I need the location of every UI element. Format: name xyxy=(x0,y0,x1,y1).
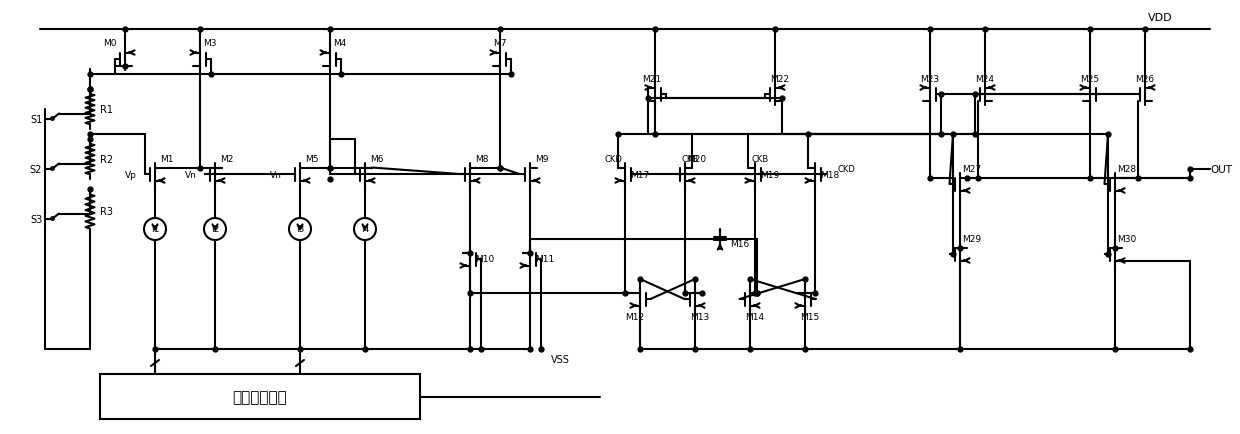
Text: M11: M11 xyxy=(536,255,554,264)
Text: M25: M25 xyxy=(1080,74,1100,83)
Text: M23: M23 xyxy=(920,74,940,83)
Text: M14: M14 xyxy=(745,313,765,322)
Text: CKB: CKB xyxy=(751,154,769,163)
Text: R3: R3 xyxy=(100,207,113,217)
Text: M2: M2 xyxy=(221,155,233,164)
Text: M22: M22 xyxy=(770,74,790,83)
Text: M21: M21 xyxy=(642,74,662,83)
Text: M0: M0 xyxy=(103,39,117,48)
Text: CKB: CKB xyxy=(681,154,698,163)
Text: OUT: OUT xyxy=(1210,164,1233,174)
Text: M12: M12 xyxy=(625,313,645,322)
Text: M6: M6 xyxy=(371,155,383,164)
Text: M5: M5 xyxy=(305,155,319,164)
Text: M8: M8 xyxy=(475,155,489,164)
Text: M19: M19 xyxy=(760,170,780,179)
Text: M3: M3 xyxy=(203,39,217,48)
Text: I4: I4 xyxy=(361,225,370,234)
Text: M13: M13 xyxy=(691,313,709,322)
Text: M18: M18 xyxy=(821,170,839,179)
Text: M28: M28 xyxy=(1117,165,1137,174)
Text: M20: M20 xyxy=(687,155,707,164)
Text: M24: M24 xyxy=(976,74,994,83)
Text: M27: M27 xyxy=(962,165,982,174)
Text: I1: I1 xyxy=(151,225,159,234)
Text: M1: M1 xyxy=(160,155,174,164)
Text: CKD: CKD xyxy=(604,154,622,163)
Text: VDD: VDD xyxy=(1148,13,1172,23)
Text: M9: M9 xyxy=(536,155,549,164)
Text: S2: S2 xyxy=(30,164,42,174)
Text: M17: M17 xyxy=(630,170,650,179)
Text: M30: M30 xyxy=(1117,235,1137,244)
Text: CKD: CKD xyxy=(837,165,854,174)
Text: M29: M29 xyxy=(962,235,982,244)
Text: M10: M10 xyxy=(475,255,495,264)
Text: Vn: Vn xyxy=(185,170,197,179)
Text: Vp: Vp xyxy=(125,170,136,179)
Text: M7: M7 xyxy=(494,39,507,48)
Text: S1: S1 xyxy=(30,115,42,125)
Text: M15: M15 xyxy=(800,313,820,322)
Text: S3: S3 xyxy=(30,214,42,224)
Text: Vn: Vn xyxy=(270,170,281,179)
Text: R1: R1 xyxy=(100,105,113,115)
Text: M16: M16 xyxy=(730,240,749,249)
Text: M4: M4 xyxy=(334,39,346,48)
Text: I3: I3 xyxy=(296,225,304,234)
Bar xyxy=(100,374,420,419)
Text: 数字控制逻辑: 数字控制逻辑 xyxy=(233,389,288,404)
Text: VSS: VSS xyxy=(551,354,569,364)
Text: I2: I2 xyxy=(211,225,219,234)
Text: R2: R2 xyxy=(100,155,113,164)
Text: M26: M26 xyxy=(1136,74,1154,83)
